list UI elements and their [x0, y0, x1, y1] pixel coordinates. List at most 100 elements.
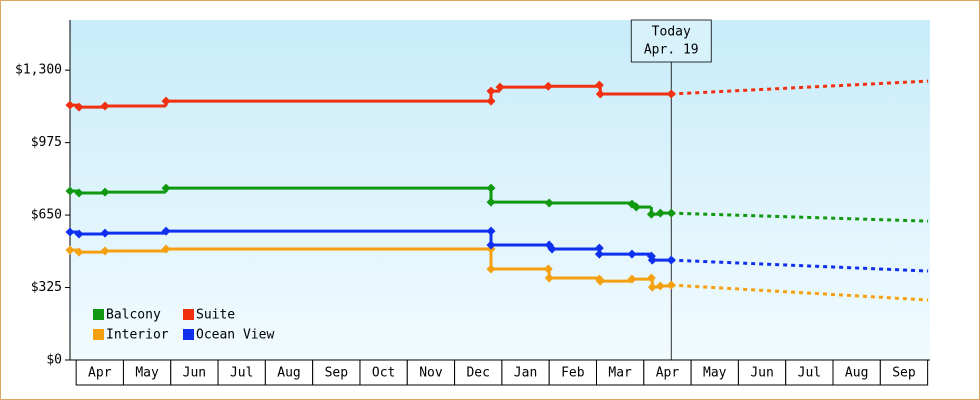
- price-marker: [647, 282, 657, 292]
- x-tick-label: Jul: [798, 366, 821, 381]
- legend-label: Ocean View: [196, 328, 274, 343]
- price-marker: [486, 240, 496, 250]
- forecast-line: [671, 283, 929, 302]
- x-tick-box: [75, 359, 124, 386]
- price-marker: [594, 80, 604, 90]
- price-marker: [65, 100, 75, 110]
- legend-swatch: [93, 329, 104, 340]
- x-tick-label: Jun: [750, 366, 773, 381]
- price-marker: [74, 188, 84, 198]
- x-tick-box: [596, 359, 645, 386]
- y-tick-label: $0: [46, 353, 62, 368]
- x-tick-label: Aug: [277, 366, 300, 381]
- y-tick-label: $325: [31, 280, 62, 295]
- x-tick-label: Sep: [325, 366, 349, 381]
- x-tick-label: Aug: [845, 366, 868, 381]
- price-marker: [646, 209, 656, 219]
- y-tick-label: $1,300: [15, 63, 62, 78]
- x-tick-box: [122, 359, 172, 386]
- price-marker: [486, 197, 496, 207]
- price-marker: [100, 228, 110, 238]
- x-tick-label: Jul: [230, 366, 253, 381]
- y-tick-label: $975: [31, 135, 62, 150]
- x-tick-label: Apr: [656, 366, 680, 381]
- price-marker: [547, 244, 557, 254]
- x-tick-box: [217, 359, 266, 386]
- x-tick-label: May: [703, 366, 727, 381]
- x-tick-label: Jun: [183, 366, 206, 381]
- price-marker: [486, 86, 496, 96]
- forecast-line: [671, 211, 929, 223]
- price-marker: [74, 102, 84, 112]
- plot-area: [70, 20, 930, 360]
- x-tick-box: [690, 359, 739, 386]
- price-marker: [161, 226, 171, 236]
- x-tick-box: [832, 359, 881, 386]
- x-tick-box: [312, 359, 361, 386]
- price-marker: [666, 255, 676, 265]
- x-tick-box: [643, 359, 692, 386]
- price-marker: [74, 247, 84, 257]
- x-tick-label: Jan: [514, 366, 537, 381]
- y-tick-label: $650: [31, 208, 62, 223]
- price-marker: [161, 96, 171, 106]
- x-tick-label: May: [135, 366, 159, 381]
- price-marker: [627, 274, 637, 284]
- price-marker: [543, 81, 553, 91]
- price-marker: [646, 273, 656, 283]
- today-label: Today: [652, 25, 691, 40]
- price-marker: [544, 198, 554, 208]
- price-marker: [161, 183, 171, 193]
- forecast-line: [671, 79, 929, 96]
- price-marker: [595, 89, 605, 99]
- legend-label: Balcony: [106, 308, 161, 323]
- price-marker: [65, 186, 75, 196]
- legend-swatch: [93, 309, 104, 320]
- price-marker: [666, 89, 676, 99]
- x-tick-box: [454, 359, 503, 386]
- price-marker: [100, 187, 110, 197]
- legend-label: Suite: [196, 308, 235, 323]
- price-marker: [74, 229, 84, 239]
- price-marker: [595, 276, 605, 286]
- x-tick-box: [879, 359, 929, 386]
- price-marker: [631, 202, 641, 212]
- price-marker: [655, 281, 665, 291]
- price-marker: [627, 249, 637, 259]
- price-marker: [486, 96, 496, 106]
- price-marker: [544, 273, 554, 283]
- x-tick-label: Dec: [466, 366, 489, 381]
- x-tick-label: Sep: [892, 366, 916, 381]
- x-tick-box: [359, 359, 408, 386]
- price-marker: [100, 101, 110, 111]
- price-marker: [65, 245, 75, 255]
- x-tick-label: Apr: [88, 366, 112, 381]
- today-box: [630, 19, 712, 63]
- x-tick-label: Nov: [419, 366, 443, 381]
- legend-swatch: [183, 309, 194, 320]
- x-tick-label: Oct: [372, 366, 395, 381]
- price-marker: [647, 255, 657, 265]
- price-marker: [486, 226, 496, 236]
- price-marker: [495, 82, 505, 92]
- price-marker: [666, 208, 676, 218]
- x-tick-box: [406, 359, 456, 386]
- price-marker: [594, 249, 604, 259]
- price-marker: [486, 264, 496, 274]
- price-marker: [161, 244, 171, 254]
- today-date: Apr. 19: [644, 43, 699, 58]
- legend-label: Interior: [106, 328, 169, 343]
- price-marker: [594, 243, 604, 253]
- price-marker: [65, 227, 75, 237]
- forecast-line: [671, 258, 929, 273]
- price-marker: [655, 208, 665, 218]
- x-tick-label: Mar: [608, 366, 632, 381]
- x-tick-box: [737, 359, 787, 386]
- x-tick-box: [501, 359, 550, 386]
- price-marker: [486, 183, 496, 193]
- x-tick-box: [264, 359, 314, 386]
- x-tick-label: Feb: [561, 366, 585, 381]
- price-marker: [666, 280, 676, 290]
- x-tick-box: [170, 359, 219, 386]
